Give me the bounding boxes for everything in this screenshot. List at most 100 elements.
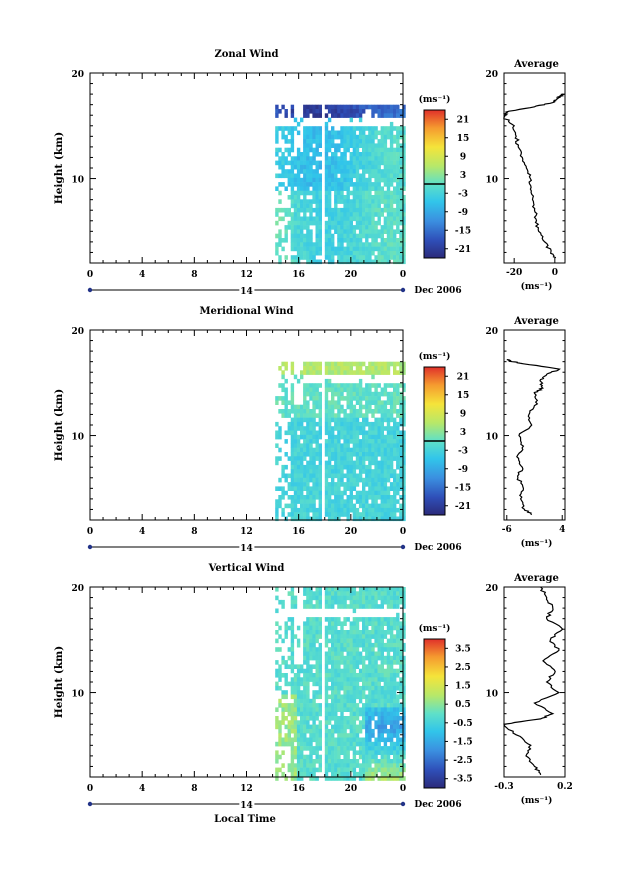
heatmap-cell [389,486,394,491]
heatmap-cell [303,767,307,773]
heatmap-cell [337,464,341,470]
heatmap-cell [383,720,388,725]
heatmap-cell [300,443,304,448]
heatmap-cell [377,621,381,626]
heatmap-cell [293,246,298,252]
heatmap-cell [349,703,353,708]
heatmap-cell [327,361,332,367]
heatmap-cell [399,413,403,418]
heatmap-cell [386,647,391,652]
heatmap-cell [365,177,369,183]
heatmap-cell [334,707,338,712]
heatmap-cell [284,156,288,161]
heatmap-cell [380,767,384,773]
heatmap-cell [389,591,394,596]
heatmap-cell [349,655,353,661]
heatmap-cell [349,711,353,717]
heatmap-cell [374,711,378,717]
heatmap-cell [399,238,403,243]
heatmap-cell [402,238,406,243]
heatmap-cell [303,156,307,161]
heatmap-cell [343,229,347,234]
heatmap-cell [287,160,291,166]
heatmap-cell [374,130,378,136]
heatmap-cell [324,233,329,239]
heatmap-cell [389,698,394,704]
heatmap-cell [331,216,335,222]
heatmap-cell [300,255,304,260]
heatmap-cell [346,104,350,110]
heatmap-cell [312,776,316,781]
heatmap-cell [358,698,363,704]
heatmap-cell [355,417,360,423]
heatmap-cell [371,109,375,114]
heatmap-cell [374,591,378,596]
heatmap-cell [340,759,344,764]
heatmap-cell [362,434,366,440]
heatmap-cell [296,499,301,504]
heatmap-cell [327,473,332,479]
heatmap-cell [343,207,347,213]
heatmap-cell [358,707,363,712]
heatmap-cell [275,152,279,157]
heatmap-cell [346,130,350,136]
heatmap-cell [393,754,397,760]
heatmap-cell [318,507,322,513]
heatmap-cell [349,685,353,691]
heatmap-cell [340,130,344,136]
heatmap-cell [312,477,316,483]
heatmap-cell [386,703,391,708]
heatmap-cell [352,242,357,247]
heatmap-cell [374,246,378,252]
heatmap-cell [343,177,347,183]
heatmap-cell [371,625,375,631]
heatmap-cell [318,746,322,751]
heatmap-cell [365,703,369,708]
heatmap-cell [402,621,406,626]
heatmap-cell [315,681,319,687]
heatmap-cell [306,617,310,622]
heatmap-cell [396,452,400,457]
heatmap-cell [293,177,298,183]
heatmap-cell [352,733,357,738]
heatmap-cell [334,400,338,405]
heatmap-cell [318,212,322,217]
heatmap-cell [386,698,391,704]
heatmap-cell [355,134,360,140]
heatmap-cell [371,430,375,436]
heatmap-cell [303,182,307,187]
heatmap-cell [374,370,378,375]
heatmap-cell [343,503,347,509]
heatmap-cell [386,430,391,436]
heatmap-cell [383,225,388,230]
heatmap-cell [290,677,295,682]
heatmap-cell [340,443,344,448]
heatmap-cell [337,460,341,466]
heatmap-cell [337,156,341,161]
heatmap-cell [374,203,378,209]
heatmap-cell [352,421,357,427]
heatmap-cell [343,599,347,605]
heatmap-cell [296,664,301,669]
heatmap-cell [300,229,304,234]
heatmap-cell [340,604,344,609]
heatmap-cell [293,681,298,687]
heatmap-cell [380,139,384,144]
heatmap-cell [306,604,310,609]
heatmap-cell [377,486,381,491]
heatmap-cell [300,242,304,247]
heatmap-cell [324,255,329,260]
heatmap-cell [402,430,406,436]
heatmap-cell [296,677,301,682]
panel-title: Zonal Wind [214,49,278,60]
heatmap-cell [275,212,279,217]
heatmap-cell [386,720,391,725]
heatmap-cell [327,703,332,708]
heatmap-cell [355,195,360,200]
heatmap-cell [296,507,301,513]
heatmap-cell [303,456,307,461]
heatmap-cell [402,690,406,695]
heatmap-cell [331,366,335,371]
heatmap-cell [399,703,403,708]
heatmap-cell [374,655,378,661]
